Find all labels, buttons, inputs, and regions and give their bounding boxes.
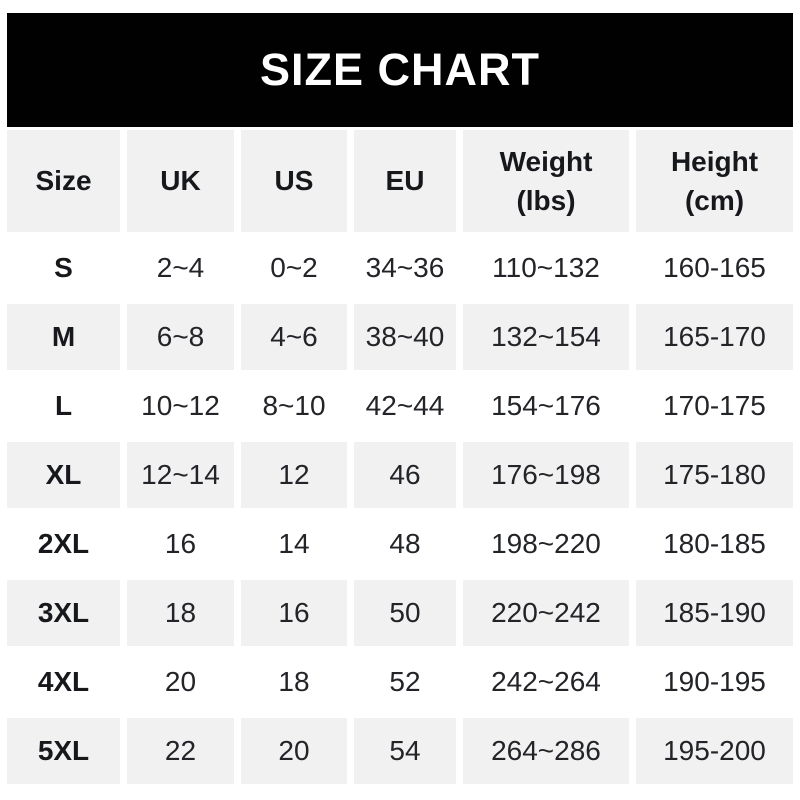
table-header: Size UK US EU Weight (lbs) Height (cm): [7, 130, 793, 232]
size-chart-table: Size UK US EU Weight (lbs) Height (cm) S 2…: [0, 127, 800, 787]
table-row-m: M 6~8 4~6 38~40 132~154 165-170: [7, 304, 793, 370]
us-cell: 4~6: [241, 304, 347, 370]
eu-cell: 50: [354, 580, 456, 646]
us-cell: 20: [241, 718, 347, 784]
height-cell: 165-170: [636, 304, 793, 370]
us-cell: 14: [241, 511, 347, 577]
us-cell: 8~10: [241, 373, 347, 439]
eu-cell: 38~40: [354, 304, 456, 370]
weight-cell: 132~154: [463, 304, 629, 370]
eu-cell: 42~44: [354, 373, 456, 439]
header-height-label: Height: [670, 145, 759, 177]
height-cell: 190-195: [636, 649, 793, 715]
size-cell: M: [7, 304, 120, 370]
header-height-sub: (cm): [684, 185, 745, 216]
table-body: S 2~4 0~2 34~36 110~132 160-165 M 6~8 4~…: [7, 235, 793, 784]
table-row-xl: XL 12~14 12 46 176~198 175-180: [7, 442, 793, 508]
page-title: SIZE CHART: [260, 44, 540, 95]
weight-cell: 264~286: [463, 718, 629, 784]
header-weight-sub: (lbs): [516, 185, 576, 216]
table-row-5xl: 5XL 22 20 54 264~286 195-200: [7, 718, 793, 784]
header-height: Height (cm): [636, 130, 793, 232]
table-row-3xl: 3XL 18 16 50 220~242 185-190: [7, 580, 793, 646]
size-cell: S: [7, 235, 120, 301]
table-row-2xl: 2XL 16 14 48 198~220 180-185: [7, 511, 793, 577]
size-cell: 3XL: [7, 580, 120, 646]
size-cell: 4XL: [7, 649, 120, 715]
header-us: US: [241, 130, 347, 232]
size-cell: L: [7, 373, 120, 439]
height-cell: 160-165: [636, 235, 793, 301]
uk-cell: 16: [127, 511, 234, 577]
weight-cell: 176~198: [463, 442, 629, 508]
eu-cell: 52: [354, 649, 456, 715]
uk-cell: 22: [127, 718, 234, 784]
height-cell: 180-185: [636, 511, 793, 577]
table-row-l: L 10~12 8~10 42~44 154~176 170-175: [7, 373, 793, 439]
us-cell: 12: [241, 442, 347, 508]
header-row: Size UK US EU Weight (lbs) Height (cm): [7, 130, 793, 232]
size-cell: 5XL: [7, 718, 120, 784]
uk-cell: 2~4: [127, 235, 234, 301]
header-weight-label: Weight: [499, 145, 593, 177]
header-uk-label: UK: [160, 165, 201, 197]
header-uk: UK: [127, 130, 234, 232]
size-cell: XL: [7, 442, 120, 508]
weight-cell: 110~132: [463, 235, 629, 301]
uk-cell: 12~14: [127, 442, 234, 508]
height-cell: 170-175: [636, 373, 793, 439]
header-size-label: Size: [35, 165, 92, 197]
header-eu-label: EU: [385, 165, 425, 197]
height-cell: 195-200: [636, 718, 793, 784]
weight-cell: 154~176: [463, 373, 629, 439]
uk-cell: 18: [127, 580, 234, 646]
uk-cell: 6~8: [127, 304, 234, 370]
header-us-label: US: [274, 165, 314, 197]
eu-cell: 46: [354, 442, 456, 508]
weight-cell: 220~242: [463, 580, 629, 646]
eu-cell: 34~36: [354, 235, 456, 301]
weight-cell: 242~264: [463, 649, 629, 715]
table-row-s: S 2~4 0~2 34~36 110~132 160-165: [7, 235, 793, 301]
uk-cell: 10~12: [127, 373, 234, 439]
header-eu: EU: [354, 130, 456, 232]
eu-cell: 48: [354, 511, 456, 577]
header-size: Size: [7, 130, 120, 232]
table-row-4xl: 4XL 20 18 52 242~264 190-195: [7, 649, 793, 715]
us-cell: 18: [241, 649, 347, 715]
height-cell: 185-190: [636, 580, 793, 646]
uk-cell: 20: [127, 649, 234, 715]
us-cell: 0~2: [241, 235, 347, 301]
size-chart-banner: SIZE CHART: [7, 13, 793, 127]
height-cell: 175-180: [636, 442, 793, 508]
us-cell: 16: [241, 580, 347, 646]
size-cell: 2XL: [7, 511, 120, 577]
header-weight: Weight (lbs): [463, 130, 629, 232]
weight-cell: 198~220: [463, 511, 629, 577]
eu-cell: 54: [354, 718, 456, 784]
